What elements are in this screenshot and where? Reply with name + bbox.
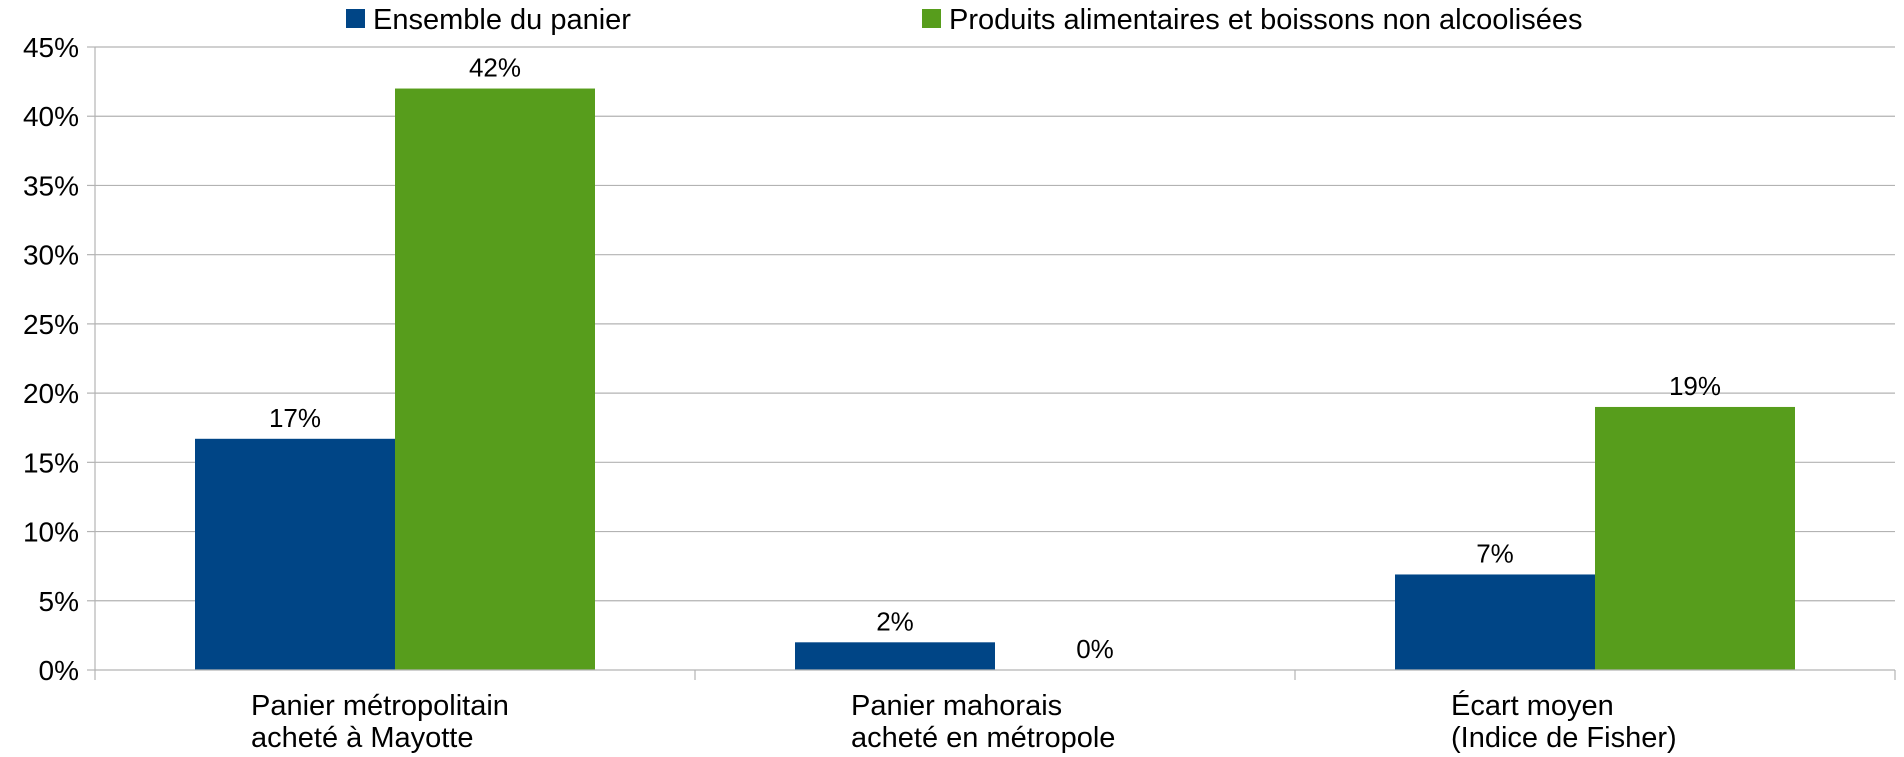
bar [195, 438, 395, 670]
legend-label: Produits alimentaires et boissons non al… [949, 4, 1583, 36]
y-tick-label: 15% [23, 447, 79, 478]
y-tick-label: 0% [39, 655, 79, 686]
data-label: 19% [1669, 371, 1721, 401]
x-tick-label-line: acheté à Mayotte [251, 722, 473, 754]
x-tick-label-line: acheté en métropole [851, 722, 1115, 754]
data-label: 42% [469, 53, 521, 83]
x-axis: Panier métropolitain acheté à MayottePani… [94, 669, 1896, 754]
y-tick-label: 30% [23, 240, 79, 271]
x-tick-label-line: Écart moyen [1451, 689, 1614, 722]
y-tick-label: 5% [39, 586, 79, 617]
x-tick-label-line: Panier mahorais [851, 690, 1062, 722]
data-label: 17% [269, 403, 321, 433]
bar [1595, 406, 1795, 670]
data-label: 7% [1476, 538, 1514, 568]
bar [795, 642, 995, 670]
y-axis: 0% 5% 10% 15% 20% 25% 30% 35% 40% 45% [23, 32, 96, 686]
x-tick-label: Panier mahorais acheté en métropole [851, 690, 1115, 754]
bars [195, 88, 1795, 671]
legend: Ensemble du panier Produits alimentaires … [346, 4, 1583, 36]
x-tick-label-line: Panier métropolitain [251, 690, 509, 722]
y-tick-label: 35% [23, 170, 79, 201]
y-tick-label: 40% [23, 101, 79, 132]
data-label: 0% [1076, 634, 1114, 664]
data-label: 2% [876, 606, 914, 636]
x-tick-label: Panier métropolitain acheté à Mayotte [251, 690, 509, 754]
legend-swatch [346, 9, 365, 28]
data-labels: 17% 42% 2% 0% 7% 19% [269, 53, 1721, 664]
bar [1395, 574, 1595, 670]
y-tick-label: 25% [23, 309, 79, 340]
y-tick-label: 10% [23, 517, 79, 548]
legend-swatch [922, 9, 941, 28]
y-tick-label: 45% [23, 32, 79, 63]
bar [395, 88, 595, 671]
x-tick-label-line: (Indice de Fisher) [1451, 722, 1677, 754]
x-tick-label: Écart moyen (Indice de Fisher) [1451, 689, 1677, 754]
legend-label: Ensemble du panier [373, 4, 631, 36]
y-tick-label: 20% [23, 378, 79, 409]
